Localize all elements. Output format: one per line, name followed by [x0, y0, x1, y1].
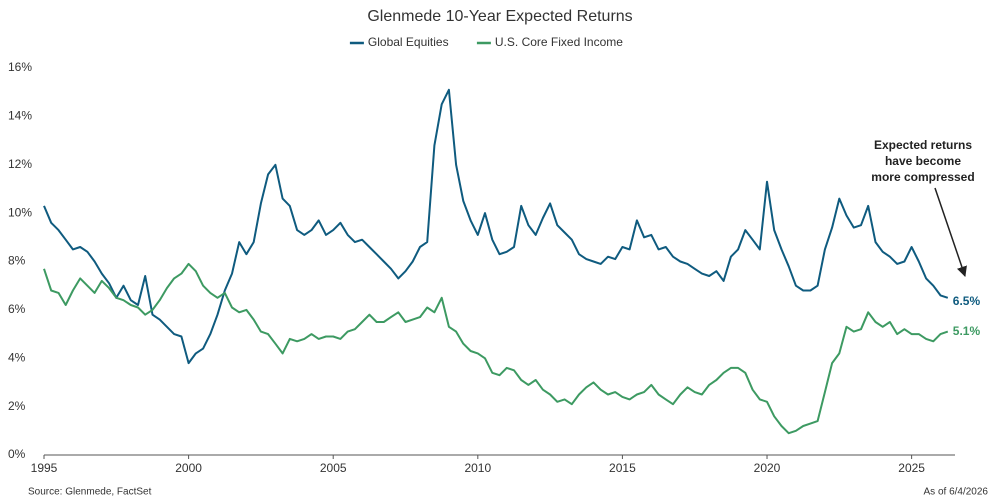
series-line	[43, 262, 949, 435]
chart-title: Glenmede 10-Year Expected Returns	[367, 8, 632, 25]
annotation-arrow	[934, 187, 967, 277]
source-note: Source: Glenmede, FactSet	[28, 487, 152, 498]
y-tick-label: 2%	[8, 399, 26, 413]
y-tick-label: 12%	[8, 157, 32, 171]
legend-label: Global Equities	[368, 35, 449, 49]
y-tick-label: 8%	[8, 254, 26, 268]
x-tick-label: 2020	[754, 461, 781, 475]
y-tick-label: 4%	[8, 350, 26, 364]
end-label: 5.1%	[953, 324, 981, 338]
x-tick-label: 2000	[175, 461, 202, 475]
x-tick-label: 2010	[464, 461, 491, 475]
x-tick-label: 2005	[320, 461, 347, 475]
legend-label: U.S. Core Fixed Income	[495, 35, 623, 49]
annotation: have become	[885, 154, 961, 168]
end-label: 6.5%	[953, 294, 981, 308]
series-line	[43, 88, 949, 365]
y-tick-label: 0%	[8, 447, 26, 461]
x-tick-label: 2015	[609, 461, 636, 475]
y-tick-label: 14%	[8, 109, 32, 123]
y-tick-label: 10%	[8, 205, 32, 219]
x-tick-label: 1995	[31, 461, 58, 475]
x-tick-label: 2025	[898, 461, 925, 475]
y-tick-label: 6%	[8, 302, 26, 316]
annotation: more compressed	[871, 170, 974, 184]
y-tick-label: 16%	[8, 60, 32, 74]
date-note: As of 6/4/2026	[924, 487, 989, 498]
annotation: Expected returns	[874, 138, 972, 152]
